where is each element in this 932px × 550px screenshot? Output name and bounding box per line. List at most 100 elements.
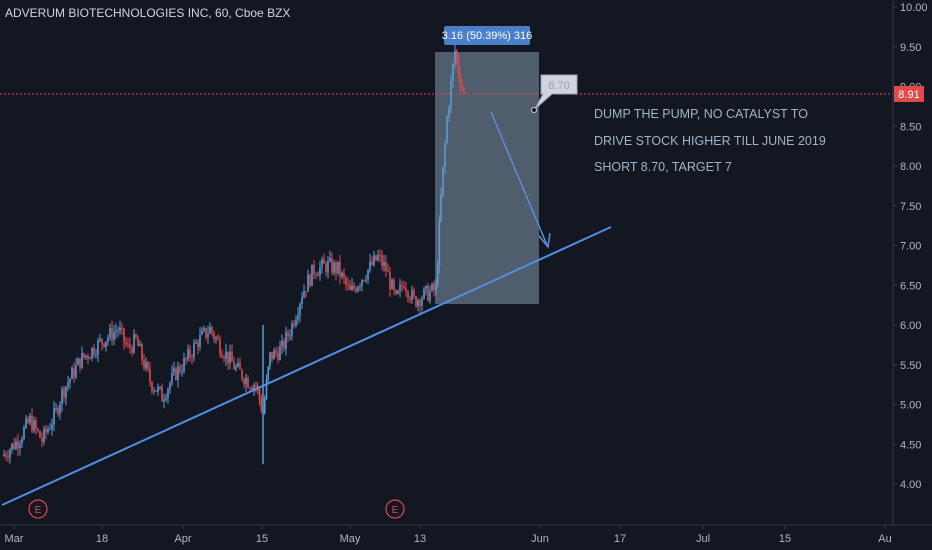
candle-body [171, 372, 173, 384]
candle-body [25, 418, 27, 428]
price-callout[interactable]: 8.70 [531, 74, 578, 113]
earnings-marker-2[interactable]: E [385, 499, 405, 519]
candle-body [37, 428, 39, 431]
candle-body [207, 333, 209, 338]
candle-body [455, 50, 458, 59]
candle-body [256, 385, 259, 389]
candle-body [327, 260, 329, 273]
candle-body [325, 263, 327, 273]
candle-body [440, 194, 442, 221]
candle-body [229, 351, 231, 364]
candle-body [89, 358, 91, 360]
candle-body [51, 424, 53, 429]
candle-body [137, 337, 139, 347]
time-axis[interactable]: Mar 18 Apr 15 May 13 Jun 17 Jul 15 Au [0, 524, 932, 545]
candle-body [345, 277, 347, 285]
x-tick-label: 17 [614, 533, 626, 545]
candle-body [311, 264, 313, 286]
x-tick-label: Au [878, 533, 891, 545]
candle-body [123, 328, 125, 342]
candle-body [67, 382, 69, 387]
candle-body [271, 352, 273, 360]
candle-body [153, 390, 155, 392]
candle-body [403, 286, 405, 289]
candle-body [143, 359, 145, 369]
candle-body [321, 259, 323, 267]
candle-body [243, 379, 245, 385]
candle-body [463, 87, 465, 92]
candle-body [151, 382, 153, 391]
candle-body [105, 341, 107, 347]
candle-body [111, 327, 113, 341]
candle-body [233, 361, 235, 370]
candle-body [313, 264, 315, 275]
candle-body [53, 408, 55, 425]
candle-body [3, 454, 5, 457]
candle-body [299, 303, 301, 315]
candle-body [329, 257, 331, 261]
candle-body [13, 443, 15, 449]
candle-body [305, 291, 307, 293]
candle-body [347, 284, 349, 286]
candle-body [95, 354, 97, 356]
candle-body [411, 290, 413, 300]
candle-body [331, 257, 333, 273]
candle-body [258, 388, 261, 400]
candle-body [173, 368, 175, 373]
candle-body [221, 354, 223, 358]
candle-body [159, 386, 161, 388]
candle-body [433, 283, 435, 291]
candle-body [175, 368, 177, 380]
candle-body [279, 346, 281, 360]
candle-body [387, 271, 389, 273]
candle-body [429, 290, 431, 301]
candle-body [35, 420, 37, 429]
candle-body [273, 350, 275, 360]
candle-body [107, 337, 109, 342]
chart-title: ADVERUM BIOTECHNOLOGIES INC, 60, Cboe BZ… [5, 6, 290, 20]
target-arrow[interactable] [490, 111, 551, 249]
candle-body [365, 279, 367, 281]
arrowhead-icon [538, 232, 551, 249]
candle-body [39, 430, 41, 438]
candle-body [15, 441, 17, 449]
y-tick-label: 4.50 [900, 439, 921, 451]
annotation-line-2: DRIVE STOCK HIGHER TILL JUNE 2019 [594, 134, 826, 148]
candle-body [389, 272, 391, 290]
x-tick-label: 15 [256, 533, 268, 545]
candle-body [235, 366, 237, 370]
candle-body [333, 262, 335, 273]
candle-body [125, 341, 127, 344]
y-tick-label: 7.00 [900, 241, 921, 253]
candle-body [177, 366, 179, 380]
candle-body [413, 290, 415, 297]
candle-body [379, 255, 381, 257]
candle-body [415, 296, 417, 307]
candle-body [367, 269, 369, 280]
earnings-marker-1[interactable]: E [28, 499, 48, 519]
candle-body [359, 285, 361, 288]
candle-body [113, 331, 115, 341]
candle-body [139, 344, 141, 347]
trendline[interactable] [1, 226, 612, 506]
candle-body [287, 332, 289, 337]
candle-body [219, 339, 221, 355]
candle-body [127, 343, 129, 345]
candle-body [91, 347, 93, 359]
candle-body [407, 291, 409, 298]
candle-body [7, 456, 9, 458]
x-tick-label: 15 [779, 533, 791, 545]
candle-body [163, 399, 165, 402]
candle-body [65, 386, 67, 398]
candle-body [179, 366, 181, 372]
candle-body [167, 389, 169, 398]
candle-body [401, 285, 403, 287]
candle-body [349, 284, 351, 290]
x-tick-label: 13 [414, 533, 426, 545]
candle-body [47, 429, 49, 433]
candle-body [129, 344, 131, 348]
candle-body [27, 418, 29, 423]
candle-body [307, 274, 309, 292]
